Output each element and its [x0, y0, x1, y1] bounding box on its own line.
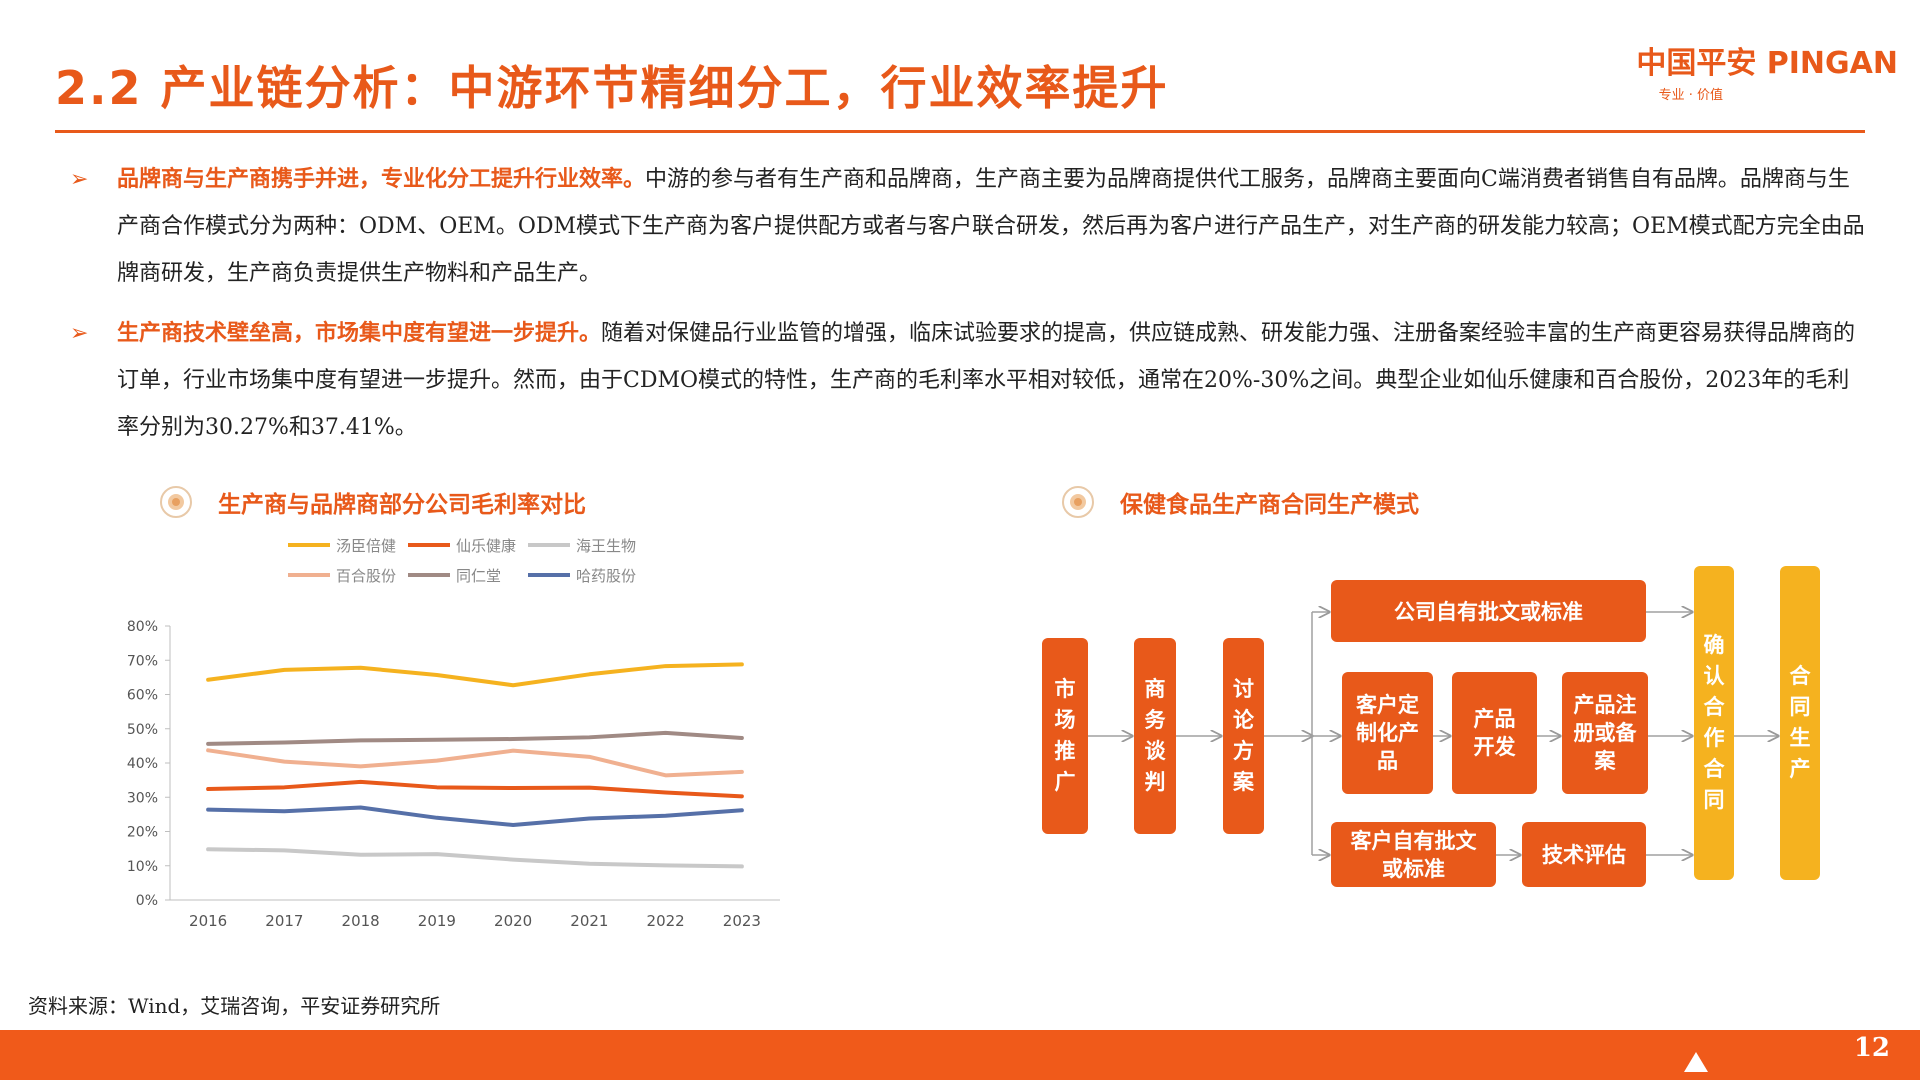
- bullet-body: 随着对保健品行业监管的增强，临床试验要求的提高，供应链成熟、研发能力强、注册备案…: [117, 321, 1856, 440]
- footer-bar: [0, 1030, 1920, 1080]
- x-tick-label: 2020: [494, 912, 532, 930]
- x-tick-label: 2021: [570, 912, 608, 930]
- y-tick-label: 40%: [127, 756, 158, 772]
- series-line-3: [206, 847, 744, 869]
- legend-item: 哈药股份: [528, 565, 648, 586]
- page-title: 2.2 产业链分析：中游环节精细分工，行业效率提升: [55, 61, 1169, 115]
- flow-box-discuss-plan: 讨论方案: [1223, 638, 1264, 834]
- flow-section-heading: 保健食品生产商合同生产模式: [1062, 485, 1419, 519]
- legend-item: 同仁堂: [408, 565, 528, 586]
- y-tick-label: 80%: [127, 619, 158, 635]
- logo-text: 中国平安 PINGAN: [1636, 46, 1898, 81]
- series-line-2: [206, 779, 744, 799]
- chart-legend: 汤臣倍健 仙乐健康 海王生物 百合股份 同仁堂 哈药股份: [288, 530, 648, 590]
- y-tick-label: 20%: [127, 825, 158, 841]
- flow-box-confirm-contract: 确认合作合同: [1694, 566, 1734, 880]
- legend-swatch: [528, 573, 570, 577]
- chart-heading-text: 生产商与品牌商部分公司毛利率对比: [218, 492, 586, 518]
- bullet-highlight: 品牌商与生产商携手并进，专业化分工提升行业效率。: [117, 166, 646, 192]
- gross-margin-line-chart: 0% 10% 20% 30% 40% 50% 60% 70% 80% 2016 2017 2018 20…: [127, 619, 780, 930]
- y-tick-label: 10%: [127, 859, 158, 875]
- flow-box-customer-own-standard: 客户自有批文或标准: [1331, 822, 1496, 887]
- logo-tagline: 专业 · 价值: [1658, 88, 1723, 103]
- series-line-5: [206, 730, 744, 746]
- y-tick-label: 70%: [127, 653, 158, 669]
- legend-swatch: [288, 543, 330, 547]
- flow-box-customized-product: 客户定制化产品: [1342, 672, 1433, 794]
- flow-box-product-registration: 产品注册或备案: [1562, 672, 1648, 794]
- legend-item: 海王生物: [528, 535, 648, 556]
- bullet-highlight: 生产商技术壁垒高，市场集中度有望进一步提升。: [117, 320, 602, 346]
- legend-swatch: [288, 573, 330, 577]
- series-line-6: [206, 805, 744, 827]
- x-tick-label: 2022: [647, 912, 685, 930]
- flow-heading-text: 保健食品生产商合同生产模式: [1120, 492, 1419, 518]
- legend-item: 百合股份: [288, 565, 408, 586]
- bullet-paragraph-2: ➢ 生产商技术壁垒高，市场集中度有望进一步提升。随着对保健品行业监管的增强，临床…: [70, 310, 1870, 451]
- x-tick-label: 2016: [189, 912, 227, 930]
- source-note: 资料来源：Wind，艾瑞咨询，平安证券研究所: [28, 994, 441, 1018]
- y-tick-label: 30%: [127, 790, 158, 806]
- x-tick-label: 2017: [265, 912, 303, 930]
- bullet-paragraph-1: ➢ 品牌商与生产商携手并进，专业化分工提升行业效率。中游的参与者有生产商和品牌商…: [70, 156, 1870, 297]
- legend-item: 汤臣倍健: [288, 535, 408, 556]
- x-tick-label: 2023: [723, 912, 761, 930]
- flow-box-market-promotion: 市场推广: [1042, 638, 1088, 834]
- legend-item: 仙乐健康: [408, 535, 528, 556]
- series-line-1: [206, 662, 744, 688]
- chart-section-heading: 生产商与品牌商部分公司毛利率对比: [160, 485, 586, 519]
- page-number: 12: [1853, 1033, 1890, 1063]
- x-tick-label: 2019: [418, 912, 456, 930]
- legend-swatch: [528, 543, 570, 547]
- y-tick-label: 60%: [127, 688, 158, 704]
- bullet-body: 中游的参与者有生产商和品牌商，生产商主要为品牌商提供代工服务，品牌商主要面向C端…: [117, 167, 1865, 286]
- series-line-4: [206, 748, 744, 778]
- flow-box-tech-evaluation: 技术评估: [1522, 822, 1646, 887]
- flow-box-company-own-standard: 公司自有批文或标准: [1331, 580, 1646, 642]
- footer-triangle-icon: [1684, 1052, 1708, 1072]
- y-tick-label: 50%: [127, 722, 158, 738]
- y-tick-label: 0%: [136, 893, 158, 909]
- flow-box-business-negotiation: 商务谈判: [1134, 638, 1176, 834]
- x-tick-label: 2018: [342, 912, 380, 930]
- flow-box-contract-production: 合同生产: [1780, 566, 1820, 880]
- legend-swatch: [408, 543, 450, 547]
- bullet-arrow-icon: ➢: [70, 167, 89, 192]
- title-divider: [55, 130, 1865, 133]
- target-icon: [1062, 486, 1094, 518]
- target-icon: [160, 486, 192, 518]
- bullet-arrow-icon: ➢: [70, 321, 89, 346]
- flow-box-product-development: 产品开发: [1452, 672, 1537, 794]
- legend-swatch: [408, 573, 450, 577]
- pingan-logo: 中国平安 PINGAN 专业 · 价值: [1636, 38, 1898, 103]
